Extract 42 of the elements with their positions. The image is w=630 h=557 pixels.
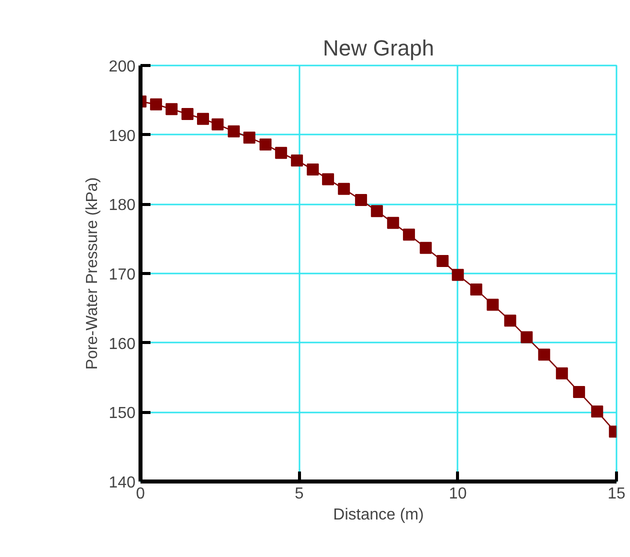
x-tick-label: 10 [448, 486, 467, 502]
x-tick-label: 15 [608, 486, 626, 502]
point [452, 268, 464, 281]
y-tick-label: 180 [108, 197, 136, 214]
x-tick-label: 0 [136, 486, 146, 502]
y-tick-label: 190 [108, 128, 136, 145]
point [538, 348, 550, 361]
point [402, 228, 415, 241]
chart-title: New Graph [322, 36, 434, 60]
point [470, 283, 482, 296]
point [150, 98, 162, 110]
point [338, 182, 350, 195]
point [322, 173, 334, 186]
x-axis-title: Distance (m) [333, 506, 424, 524]
point [260, 138, 272, 151]
point [166, 103, 178, 116]
point [181, 108, 194, 120]
point [212, 118, 224, 130]
point [520, 331, 533, 344]
point [243, 132, 256, 144]
y-tick-label: 150 [108, 405, 136, 422]
point [290, 154, 303, 166]
x-tick-label: 5 [294, 486, 304, 502]
point [436, 255, 449, 268]
point [556, 367, 568, 380]
y-tick-label: 140 [108, 474, 136, 492]
point [387, 216, 400, 229]
y-tick-label: 170 [108, 266, 136, 284]
point [306, 164, 319, 176]
y-tick-label: 160 [108, 336, 136, 353]
y-tick-label: 200 [108, 58, 136, 76]
point [275, 146, 288, 159]
point [573, 386, 586, 398]
point [420, 242, 432, 254]
point [486, 298, 499, 311]
point [591, 405, 604, 418]
point [504, 314, 516, 327]
point [197, 112, 210, 125]
point [228, 125, 240, 138]
y-axis-title: Pore-Water Pressure (kPa) [84, 177, 101, 370]
point [370, 205, 383, 218]
point [355, 194, 368, 206]
